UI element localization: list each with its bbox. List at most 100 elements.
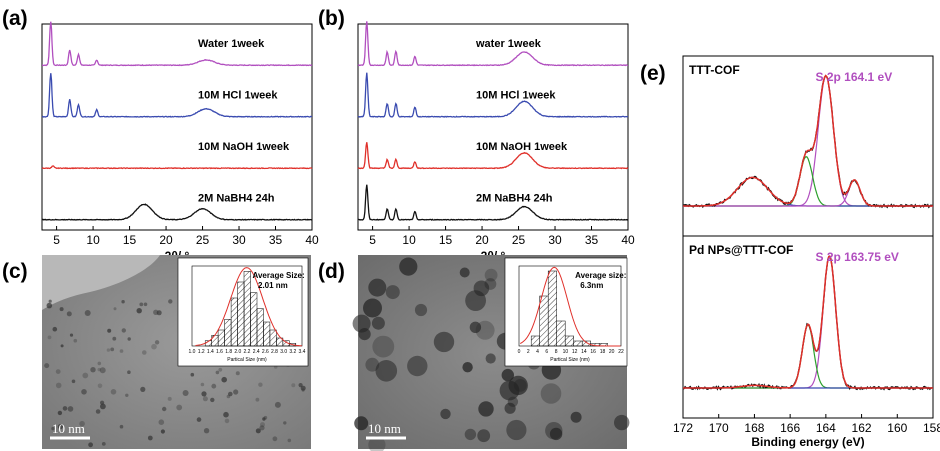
tem-particle (81, 389, 87, 395)
tem-particle (57, 410, 63, 416)
hist-bar (547, 270, 557, 347)
tem-particle (168, 299, 173, 304)
histogram-c: 1.0 1.2 1.4 1.6 1.8 2.0 2.2 2.4 2.6 2.8 3.0 3.2 3.4 P… (177, 257, 309, 367)
x-tick-label: 40 (305, 233, 319, 247)
hist-tick-label: 14 (581, 349, 587, 355)
tem-particle (365, 357, 380, 372)
xps-component (683, 323, 933, 389)
series-label: water 1week (475, 38, 542, 50)
tem-particle (433, 331, 455, 353)
tem-particle (125, 393, 129, 397)
hist-tick-label: 0 (518, 349, 521, 355)
xps-envelope (683, 74, 933, 207)
x-tick-label: 15 (123, 233, 137, 247)
tem-particle (200, 382, 205, 387)
hist-bar (243, 271, 251, 347)
hist-tick-label: 12 (572, 349, 578, 355)
tem-particle (147, 435, 153, 441)
hist-tick-label: 4 (536, 349, 539, 355)
panel-label-c: (c) (2, 260, 28, 283)
tem-particle (162, 406, 167, 412)
tem-particle (549, 427, 563, 441)
hist-bar (581, 340, 591, 347)
x-tick-label: 30 (232, 233, 246, 247)
hist-bar (556, 320, 566, 347)
tem-particle (143, 302, 148, 307)
hist-tick-label: 2 (527, 349, 530, 355)
tem-particle (110, 347, 115, 352)
tem-particle (90, 367, 96, 373)
series-line (357, 72, 629, 118)
tem-particle (69, 333, 74, 337)
tem-particle (506, 419, 527, 441)
tem-particle (459, 267, 470, 278)
tem-particle (570, 411, 582, 423)
x-tick-label: 20 (475, 233, 489, 247)
x-tick-label: 35 (269, 233, 283, 247)
tem-particle (287, 438, 292, 443)
x-tick-label: 20 (159, 233, 173, 247)
series-line (41, 165, 313, 170)
tem-particle (95, 409, 101, 414)
tem-particle (55, 382, 62, 389)
hist-tick-label: 2.2 (244, 349, 251, 355)
tem-particle (372, 335, 395, 358)
tem-particle (465, 290, 486, 311)
panel-label-b: (b) (318, 7, 345, 30)
tem-particle (112, 336, 117, 341)
tem-particle (136, 308, 142, 314)
xps-sample-name: Pd NPs@TTT-COF (689, 243, 793, 257)
xps-chart-e: 172 170 168 166 164 162 160 158 Binding energy (… (673, 55, 940, 449)
hist-tick-label: 2.4 (253, 349, 260, 355)
tem-particle (300, 385, 306, 391)
tem-particle (156, 310, 162, 316)
tem-particle (414, 303, 428, 317)
tem-particle (368, 278, 387, 297)
tem-particle (100, 403, 106, 410)
tem-particle (363, 298, 382, 318)
tem-particle (407, 355, 428, 377)
tem-particle (190, 372, 195, 377)
tem-particle (352, 314, 371, 333)
series-label: Water 1week (198, 38, 265, 50)
x-tick-label: 172 (673, 421, 693, 435)
series-label: 2M NaBH4 24h (198, 193, 275, 205)
tem-particle (354, 416, 369, 431)
tem-particle (540, 383, 562, 404)
hist-bar (217, 329, 225, 347)
xps-data (682, 255, 934, 391)
panel-label-e: (e) (640, 62, 666, 85)
tem-particle (142, 350, 147, 355)
tem-particle (79, 420, 85, 427)
x-tick-label: 160 (887, 421, 907, 435)
tem-particle (462, 362, 473, 373)
tem-particle (47, 335, 52, 340)
tem-particle (158, 419, 165, 426)
hist-bar (269, 329, 277, 347)
tem-particle (298, 383, 303, 388)
tem-particle (221, 376, 227, 383)
tem-particle (210, 397, 215, 403)
xps-peak-annotation: S 2p 163.75 eV (816, 250, 899, 264)
tem-particle (73, 338, 78, 343)
x-tick-label: 10 (86, 233, 100, 247)
series-line (357, 184, 629, 221)
tem-particle (196, 417, 202, 422)
hist-tick-label: 1.0 (189, 349, 196, 355)
tem-particle (127, 337, 131, 341)
tem-particle (88, 442, 93, 448)
tem-particle (484, 278, 497, 290)
tem-particle (167, 396, 172, 401)
tem-particle (477, 429, 491, 443)
tem-particle (274, 401, 281, 408)
tem-particle (201, 391, 207, 397)
tem-particle (110, 389, 117, 395)
hist-tick-label: 3.4 (299, 349, 306, 355)
tem-particle (48, 299, 52, 303)
tem-particle (440, 408, 451, 420)
tem-particle (202, 396, 208, 402)
hist-tick-label: 20 (609, 349, 615, 355)
tem-particle (215, 370, 220, 375)
